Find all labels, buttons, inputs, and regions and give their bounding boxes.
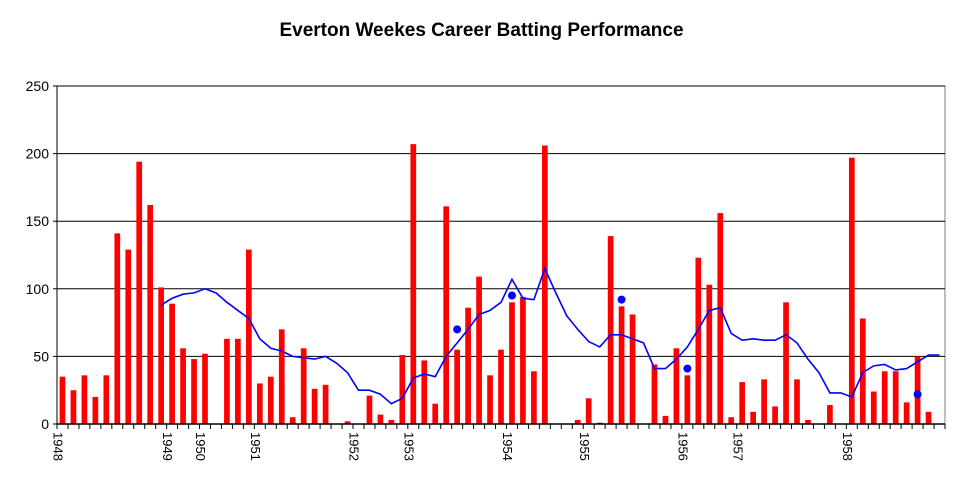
y-tick-label: 200	[26, 146, 50, 162]
bar	[881, 371, 888, 424]
x-year-label: 1957	[730, 432, 745, 461]
bar	[465, 307, 471, 424]
x-year-label: 1951	[248, 432, 263, 461]
bar	[267, 376, 274, 424]
bar	[914, 356, 921, 424]
bar	[684, 375, 691, 424]
bar	[476, 276, 482, 424]
bar	[300, 348, 307, 424]
average-line	[160, 266, 940, 405]
y-tick-label: 150	[26, 213, 50, 229]
bar	[191, 359, 197, 424]
bar	[498, 349, 504, 424]
bar	[695, 257, 702, 424]
bar	[92, 396, 99, 424]
bar	[454, 349, 460, 424]
bar	[574, 419, 581, 424]
bar	[542, 145, 548, 424]
bar	[750, 411, 756, 424]
bar	[421, 360, 428, 424]
bar	[443, 206, 450, 424]
bar	[366, 395, 373, 424]
bar	[925, 411, 932, 424]
x-year-label: 1955	[577, 432, 592, 461]
bar	[114, 233, 121, 424]
x-year-label: 1950	[193, 432, 208, 461]
bar	[147, 204, 154, 424]
data-point	[617, 295, 626, 304]
bar	[739, 382, 746, 424]
data-point	[683, 364, 692, 373]
x-year-label: 1956	[675, 432, 690, 461]
x-year-label: 1952	[347, 432, 362, 461]
data-point	[507, 291, 516, 300]
bar	[531, 371, 537, 424]
y-tick-label: 250	[26, 78, 50, 94]
bar	[311, 388, 318, 424]
bar	[673, 348, 680, 424]
data-point	[453, 325, 462, 334]
data-point	[913, 390, 922, 399]
bar	[717, 213, 724, 424]
bar	[125, 249, 132, 424]
bar	[794, 379, 800, 424]
bar	[629, 314, 636, 424]
x-year-label: 1953	[401, 432, 416, 461]
bar	[278, 329, 285, 424]
bar	[805, 419, 811, 424]
bar	[136, 161, 143, 424]
bar	[180, 348, 186, 424]
y-tick-label: 100	[26, 281, 50, 297]
bar	[706, 284, 713, 424]
bar	[728, 417, 735, 424]
x-year-label: 1958	[840, 432, 855, 461]
bar	[827, 405, 833, 424]
bar	[169, 303, 175, 424]
bar	[158, 287, 164, 424]
bar	[859, 318, 866, 424]
bar	[70, 390, 77, 424]
x-year-label: 1954	[500, 432, 515, 461]
bar	[289, 417, 296, 424]
bar	[432, 403, 439, 424]
bar	[487, 375, 493, 424]
bar	[81, 375, 88, 424]
bar	[618, 306, 625, 424]
x-year-label: 1948	[51, 432, 66, 461]
bar	[892, 371, 899, 424]
bar	[651, 364, 658, 424]
bar	[772, 406, 778, 424]
bar	[344, 421, 351, 424]
bar	[388, 419, 395, 424]
bar	[607, 236, 614, 424]
bar	[103, 375, 110, 424]
y-tick-label: 50	[33, 348, 49, 364]
bar	[410, 144, 417, 425]
bar	[246, 249, 252, 424]
bar	[235, 338, 241, 424]
bar	[761, 379, 767, 424]
y-tick-label: 0	[41, 416, 49, 432]
bar	[870, 391, 877, 424]
chart-title: Everton Weekes Career Batting Performanc…	[279, 20, 684, 41]
bar	[662, 415, 669, 424]
bar	[585, 398, 592, 424]
bar	[903, 402, 910, 424]
bar	[224, 338, 230, 424]
bar	[848, 157, 855, 424]
bar	[783, 302, 789, 424]
bar	[322, 384, 329, 424]
bar	[256, 383, 263, 424]
x-year-label: 1949	[160, 432, 175, 461]
bar	[377, 414, 384, 424]
bar	[509, 302, 515, 424]
bar	[520, 296, 526, 424]
bar	[399, 355, 406, 424]
bar	[202, 353, 208, 424]
bar	[59, 376, 66, 424]
